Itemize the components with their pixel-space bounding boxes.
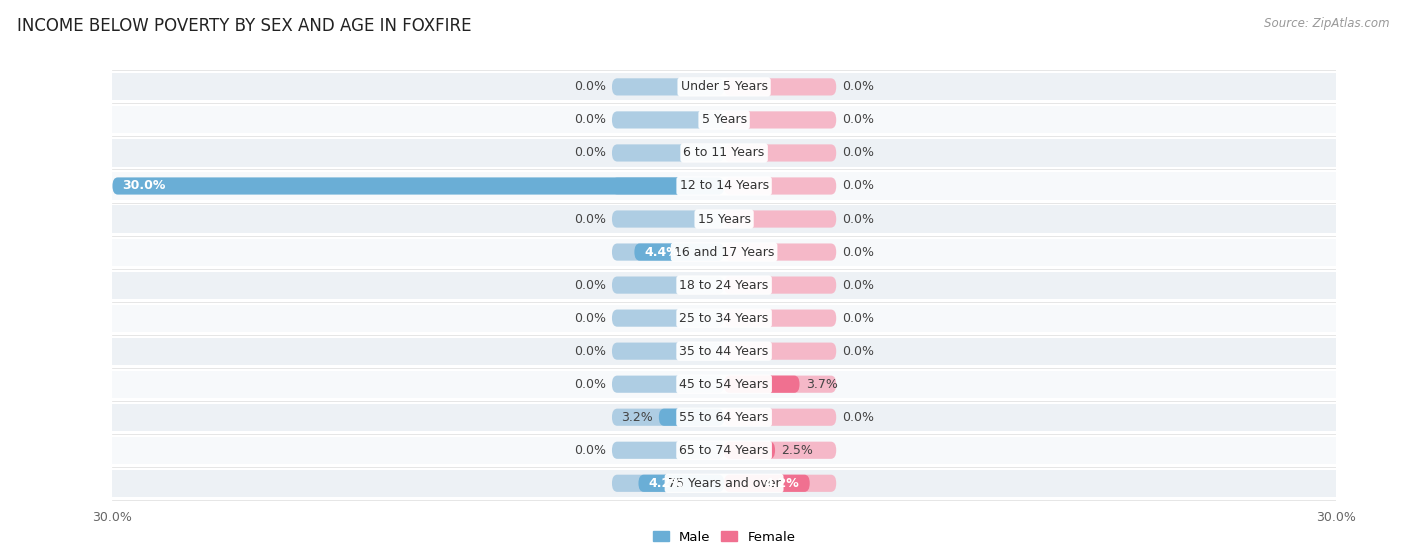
Text: 65 to 74 Years: 65 to 74 Years — [679, 444, 769, 457]
FancyBboxPatch shape — [724, 177, 837, 195]
Text: 0.0%: 0.0% — [574, 378, 606, 391]
FancyBboxPatch shape — [612, 442, 724, 459]
Text: 35 to 44 Years: 35 to 44 Years — [679, 345, 769, 358]
FancyBboxPatch shape — [724, 144, 837, 162]
Text: 6 to 11 Years: 6 to 11 Years — [683, 146, 765, 159]
FancyBboxPatch shape — [724, 343, 837, 360]
Text: 0.0%: 0.0% — [842, 345, 875, 358]
Text: 4.2%: 4.2% — [765, 477, 800, 490]
FancyBboxPatch shape — [724, 475, 810, 492]
FancyBboxPatch shape — [612, 310, 724, 326]
Text: 12 to 14 Years: 12 to 14 Years — [679, 179, 769, 192]
FancyBboxPatch shape — [612, 210, 724, 228]
FancyBboxPatch shape — [724, 78, 837, 96]
Text: 0.0%: 0.0% — [842, 80, 875, 93]
Text: 18 to 24 Years: 18 to 24 Years — [679, 278, 769, 292]
Text: Source: ZipAtlas.com: Source: ZipAtlas.com — [1264, 17, 1389, 30]
FancyBboxPatch shape — [112, 239, 1336, 266]
FancyBboxPatch shape — [612, 343, 724, 360]
FancyBboxPatch shape — [112, 470, 1336, 497]
FancyBboxPatch shape — [724, 442, 775, 459]
FancyBboxPatch shape — [724, 475, 837, 492]
Text: 0.0%: 0.0% — [574, 212, 606, 225]
FancyBboxPatch shape — [112, 206, 1336, 233]
Text: 75 Years and over: 75 Years and over — [668, 477, 780, 490]
FancyBboxPatch shape — [112, 437, 1336, 464]
FancyBboxPatch shape — [612, 111, 724, 129]
Text: 3.7%: 3.7% — [806, 378, 838, 391]
Text: 0.0%: 0.0% — [842, 146, 875, 159]
FancyBboxPatch shape — [112, 338, 1336, 364]
Text: 4.4%: 4.4% — [644, 245, 679, 259]
FancyBboxPatch shape — [112, 106, 1336, 134]
FancyBboxPatch shape — [634, 244, 724, 260]
FancyBboxPatch shape — [724, 376, 837, 393]
FancyBboxPatch shape — [112, 172, 1336, 200]
FancyBboxPatch shape — [724, 376, 800, 393]
Text: 5 Years: 5 Years — [702, 113, 747, 126]
FancyBboxPatch shape — [724, 111, 837, 129]
Text: Under 5 Years: Under 5 Years — [681, 80, 768, 93]
FancyBboxPatch shape — [724, 277, 837, 293]
FancyBboxPatch shape — [612, 144, 724, 162]
FancyBboxPatch shape — [612, 277, 724, 293]
Text: 0.0%: 0.0% — [574, 113, 606, 126]
FancyBboxPatch shape — [724, 210, 837, 228]
FancyBboxPatch shape — [112, 73, 1336, 101]
Text: 30.0%: 30.0% — [122, 179, 166, 192]
Text: 3.2%: 3.2% — [621, 411, 652, 424]
FancyBboxPatch shape — [112, 139, 1336, 167]
FancyBboxPatch shape — [612, 376, 724, 393]
FancyBboxPatch shape — [612, 475, 724, 492]
Text: 15 Years: 15 Years — [697, 212, 751, 225]
Text: 0.0%: 0.0% — [574, 311, 606, 325]
Text: 0.0%: 0.0% — [574, 444, 606, 457]
FancyBboxPatch shape — [724, 409, 837, 426]
FancyBboxPatch shape — [112, 371, 1336, 398]
FancyBboxPatch shape — [112, 404, 1336, 431]
Text: 0.0%: 0.0% — [842, 311, 875, 325]
Text: 0.0%: 0.0% — [842, 245, 875, 259]
FancyBboxPatch shape — [112, 305, 1336, 331]
FancyBboxPatch shape — [612, 409, 724, 426]
Text: 0.0%: 0.0% — [842, 278, 875, 292]
FancyBboxPatch shape — [724, 310, 837, 326]
FancyBboxPatch shape — [638, 475, 724, 492]
FancyBboxPatch shape — [659, 409, 724, 426]
Text: 0.0%: 0.0% — [574, 146, 606, 159]
Text: 0.0%: 0.0% — [842, 179, 875, 192]
FancyBboxPatch shape — [612, 244, 724, 260]
Text: 0.0%: 0.0% — [574, 80, 606, 93]
FancyBboxPatch shape — [724, 442, 837, 459]
Text: 16 and 17 Years: 16 and 17 Years — [673, 245, 775, 259]
Text: INCOME BELOW POVERTY BY SEX AND AGE IN FOXFIRE: INCOME BELOW POVERTY BY SEX AND AGE IN F… — [17, 17, 471, 35]
Text: 45 to 54 Years: 45 to 54 Years — [679, 378, 769, 391]
Text: 0.0%: 0.0% — [574, 278, 606, 292]
Legend: Male, Female: Male, Female — [647, 525, 801, 549]
Text: 55 to 64 Years: 55 to 64 Years — [679, 411, 769, 424]
Text: 4.2%: 4.2% — [648, 477, 683, 490]
FancyBboxPatch shape — [112, 177, 724, 195]
Text: 0.0%: 0.0% — [842, 411, 875, 424]
Text: 2.5%: 2.5% — [782, 444, 813, 457]
Text: 0.0%: 0.0% — [842, 113, 875, 126]
Text: 0.0%: 0.0% — [574, 345, 606, 358]
FancyBboxPatch shape — [724, 244, 837, 260]
FancyBboxPatch shape — [112, 272, 1336, 299]
FancyBboxPatch shape — [612, 177, 724, 195]
FancyBboxPatch shape — [612, 78, 724, 96]
Text: 0.0%: 0.0% — [842, 212, 875, 225]
Text: 25 to 34 Years: 25 to 34 Years — [679, 311, 769, 325]
